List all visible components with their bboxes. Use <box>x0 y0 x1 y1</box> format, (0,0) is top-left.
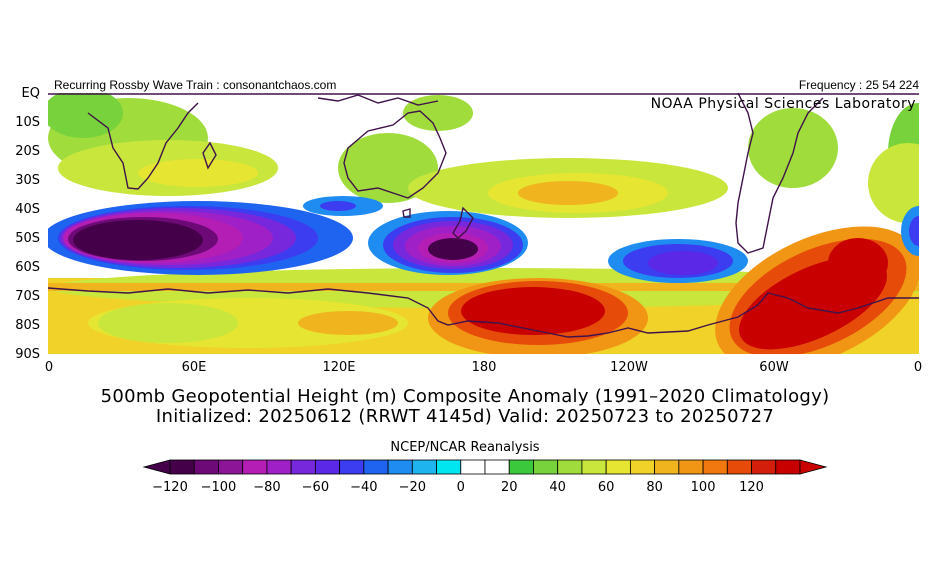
colorbar-swatch <box>193 459 219 475</box>
lab-label: NOAA Physical Sciences Laboratory <box>650 96 916 112</box>
lat-label-50s: 50S <box>15 231 40 246</box>
colorbar-arrow-right <box>799 459 828 475</box>
colorbar-swatch <box>363 459 389 475</box>
colorbar-label: −80 <box>253 480 281 495</box>
colorbar-label: 0 <box>456 480 465 495</box>
colorbar-swatch <box>314 459 341 475</box>
colorbar-label: −60 <box>301 480 330 495</box>
colorbar-label: 20 <box>500 480 518 495</box>
header-left-text: Recurring Rossby Wave Train : consonantc… <box>54 78 337 92</box>
lon-label-0: 0 <box>44 360 54 375</box>
colorbar-label: −100 <box>200 480 237 495</box>
colorbar-swatch <box>605 459 631 475</box>
lat-label-60s: 60S <box>15 260 40 275</box>
lon-label-120e: 120E <box>322 360 356 375</box>
lat-label-20s: 20S <box>15 144 40 159</box>
lon-label-120w: 120W <box>610 360 648 375</box>
colorbar-swatch <box>629 459 656 475</box>
map-title-line2: Initialized: 20250612 (RRWT 4145d) Valid… <box>155 406 775 427</box>
colorbar-swatch <box>775 459 801 475</box>
colorbar-swatch <box>654 459 680 475</box>
colorbar-swatch <box>557 459 583 475</box>
lat-label-eq: EQ <box>21 86 40 101</box>
frequency-text: Frequency : 25 54 224 <box>798 78 919 92</box>
colorbar-swatch <box>678 459 704 475</box>
colorbar-swatch <box>266 459 292 475</box>
colorbar-swatch <box>726 459 752 475</box>
colorbar-swatch <box>339 459 365 475</box>
colorbar-swatch <box>533 459 559 475</box>
colorbar-arrow-left <box>142 459 171 475</box>
lon-label-60e: 60E <box>181 360 207 375</box>
colorbar-swatch <box>581 459 607 475</box>
colorbar-label: 80 <box>646 480 663 495</box>
colorbar <box>142 459 828 475</box>
colorbar-swatch <box>484 459 510 475</box>
colorbar-label: −120 <box>152 480 188 495</box>
colorbar-title: NCEP/NCAR Reanalysis <box>390 440 540 455</box>
colorbar-label: −40 <box>350 480 378 495</box>
colorbar-swatch <box>387 459 413 475</box>
lon-label-180: 180 <box>471 360 497 375</box>
lat-label-70s: 70S <box>15 289 40 304</box>
colorbar-swatch <box>702 459 728 475</box>
colorbar-label: 100 <box>690 480 716 495</box>
lat-label-80s: 80S <box>15 318 40 333</box>
colorbar-swatch <box>290 459 316 475</box>
lat-label-90s: 90S <box>15 347 40 362</box>
colorbar-swatch <box>460 459 486 475</box>
lat-label-10s: 10S <box>15 115 40 130</box>
colorbar-swatch <box>436 459 462 475</box>
colorbar-swatch <box>508 459 534 475</box>
lon-label-60w: 60W <box>759 360 789 375</box>
anomaly-map <box>48 93 919 354</box>
lat-label-40s: 40S <box>15 202 40 217</box>
colorbar-label: −20 <box>398 480 427 495</box>
colorbar-label: 120 <box>739 480 764 495</box>
colorbar-swatch <box>242 459 268 475</box>
colorbar-label: 60 <box>597 480 615 495</box>
lat-label-30s: 30S <box>15 173 40 188</box>
map-title-line1: 500mb Geopotential Height (m) Composite … <box>100 386 830 407</box>
colorbar-swatch <box>218 459 244 475</box>
colorbar-swatch <box>169 459 195 475</box>
colorbar-swatch <box>411 459 437 475</box>
colorbar-label: 40 <box>549 480 566 495</box>
lon-label-0-end: 0 <box>913 360 923 375</box>
colorbar-swatch <box>751 459 777 475</box>
